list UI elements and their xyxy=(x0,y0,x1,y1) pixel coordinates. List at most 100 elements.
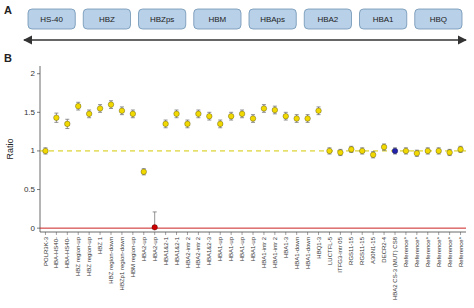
x-tick-label: HBA2-up xyxy=(141,236,147,261)
error-bar-cap xyxy=(207,120,211,121)
x-tick xyxy=(231,232,232,235)
data-point xyxy=(359,148,365,154)
gene-label: HBAps xyxy=(260,15,285,24)
data-point xyxy=(294,116,300,122)
error-bar-cap xyxy=(251,114,255,115)
x-tick-label: HBA1&2-3 xyxy=(206,236,212,265)
data-point xyxy=(185,121,191,127)
region-arrow xyxy=(24,39,466,40)
gene-label: HBA1 xyxy=(373,15,394,24)
x-tick xyxy=(253,232,254,235)
error-bar-cap xyxy=(109,108,113,109)
x-tick-label: A30N1-15 xyxy=(370,236,376,264)
error-bar-cap xyxy=(120,114,124,115)
gene-box xyxy=(28,9,75,29)
y-tick xyxy=(37,189,40,190)
error-bar xyxy=(262,105,266,113)
error-bar-cap xyxy=(185,120,189,121)
error-bar-cap xyxy=(229,112,233,113)
error-bar xyxy=(175,110,179,118)
error-bar-cap xyxy=(240,117,244,118)
data-point xyxy=(228,113,234,119)
panel-label: B xyxy=(4,52,12,64)
data-point xyxy=(250,116,256,122)
error-bar xyxy=(218,120,222,128)
x-tick xyxy=(165,232,166,235)
y-tick xyxy=(37,228,40,229)
x-tick xyxy=(296,232,297,235)
x-tick-label: HBA1-down xyxy=(305,237,311,269)
gene-label: HBQ xyxy=(430,15,447,24)
gene-label: HBA2 xyxy=(317,15,338,24)
x-tick-label: HBZ 1 xyxy=(97,236,103,254)
error-bar-cap xyxy=(273,106,277,107)
x-tick-label: HBA2 CS-3 (MUT) CS8 xyxy=(392,236,398,300)
y-tick-label: 0.5 xyxy=(24,185,36,194)
error-bar-cap xyxy=(218,120,222,121)
error-bar xyxy=(120,107,124,115)
data-point xyxy=(196,111,202,117)
y-tick-label: 1 xyxy=(31,146,36,155)
data-point xyxy=(239,111,245,117)
error-bar xyxy=(371,152,375,158)
x-tick xyxy=(263,232,264,235)
error-bar-cap xyxy=(306,114,310,115)
error-bar xyxy=(349,146,353,152)
error-bar-cap xyxy=(185,127,189,128)
error-bar-cap xyxy=(240,110,244,111)
error-bar-cap xyxy=(196,117,200,118)
error-bar xyxy=(185,120,189,128)
error-bar-cap xyxy=(76,110,80,111)
x-tick-label: POLR3K-3 xyxy=(43,236,49,266)
data-point xyxy=(130,111,136,117)
error-bar xyxy=(448,149,452,155)
x-tick xyxy=(416,232,417,235)
gene-box xyxy=(139,9,186,29)
error-bar-cap xyxy=(54,113,58,114)
x-tick xyxy=(405,232,406,235)
error-bar-cap xyxy=(175,117,179,118)
gene-box xyxy=(194,9,241,29)
error-bar-cap xyxy=(98,104,102,105)
y-axis xyxy=(40,66,41,232)
x-tick xyxy=(307,232,308,235)
error-bar xyxy=(426,148,430,154)
data-point xyxy=(108,102,114,108)
x-tick-label: Reference* xyxy=(458,236,464,267)
error-bar xyxy=(404,148,408,154)
data-point xyxy=(163,121,169,127)
plot-area xyxy=(40,101,466,230)
data-point xyxy=(283,113,289,119)
x-tick-label: HBA1&2-1 xyxy=(163,236,169,265)
y-tick-label: 0 xyxy=(31,224,36,233)
x-tick xyxy=(329,232,330,235)
x-tick xyxy=(395,232,396,235)
error-bar xyxy=(98,105,102,113)
data-point xyxy=(425,148,431,154)
error-bar xyxy=(459,146,463,152)
gene-label: HBZps xyxy=(150,15,174,24)
x-tick-label: HBA1-up xyxy=(228,236,234,261)
error-bar-cap xyxy=(251,122,255,123)
error-bar xyxy=(54,113,58,122)
x-tick xyxy=(362,232,363,235)
data-point xyxy=(392,148,398,154)
error-bar xyxy=(131,110,135,118)
x-tick xyxy=(111,232,112,235)
x-tick-label: HBZ region-up xyxy=(75,236,81,276)
data-point xyxy=(217,121,223,127)
x-tick xyxy=(373,232,374,235)
x-tick-label: HBA1-intr 2 xyxy=(272,236,278,268)
error-bar-cap xyxy=(131,110,135,111)
x-tick-label: LUCTFL-5 xyxy=(327,236,333,265)
error-bar xyxy=(295,115,299,123)
error-bar-cap xyxy=(196,110,200,111)
error-bar xyxy=(43,148,47,154)
gene-box xyxy=(415,9,462,29)
x-tick-label: Reference* xyxy=(414,236,420,267)
error-bar xyxy=(360,148,364,154)
y-axis-label: Ratio xyxy=(5,138,15,159)
panel-label: A xyxy=(4,4,12,16)
x-tick xyxy=(285,232,286,235)
x-tick-label: RGS11-15 xyxy=(348,236,354,265)
